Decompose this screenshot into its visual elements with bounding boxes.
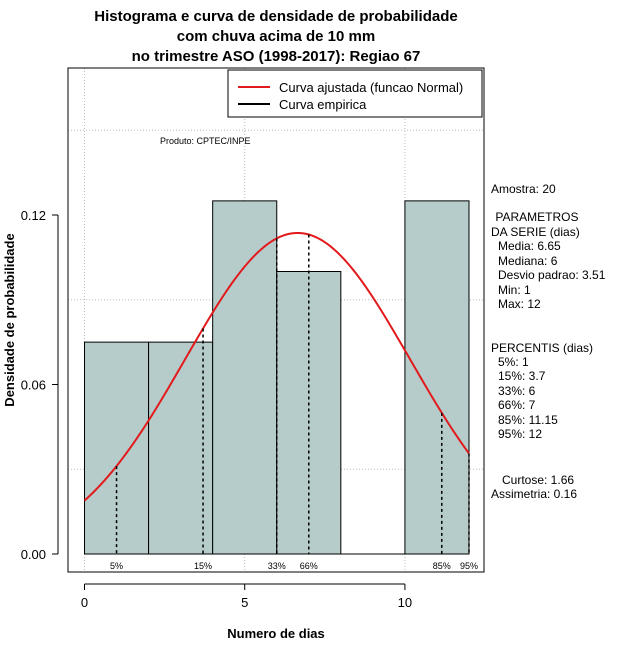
skewness-text: Assimetria: 0.16 <box>491 487 578 501</box>
x-tick-label-2: 10 <box>398 595 412 610</box>
sample-size-text: Amostra: 20 <box>491 182 556 196</box>
chart-title-line-1: com chuva acima de 10 mm <box>177 28 375 45</box>
kurtosis-text: Curtose: 1.66 <box>502 473 575 487</box>
histogram-bar-0 <box>84 341 150 555</box>
legend-label-1: Curva empirica <box>279 97 367 112</box>
product-annotation: Produto: CPTEC/INPE <box>160 136 251 146</box>
parameters-title: PARAMETROS <box>492 210 579 224</box>
param-mediana: Mediana: 6 <box>498 254 558 268</box>
percentile-label-2: 33% <box>268 561 286 571</box>
x-tick-label-1: 5 <box>241 595 248 610</box>
pct-33: 33%: 6 <box>498 384 536 398</box>
pct-15: 15%: 3.7 <box>498 369 546 383</box>
histogram-bar-2 <box>212 200 278 555</box>
x-tick-label-0: 0 <box>81 595 88 610</box>
percentiles-title: PERCENTIS (dias) <box>491 341 594 355</box>
chart-title-line-2: no trimestre ASO (1998-2017): Regiao 67 <box>132 48 421 65</box>
normal-curve <box>83 231 470 502</box>
param-max: Max: 12 <box>498 297 541 311</box>
y-tick-label-2: 0.12 <box>21 208 46 223</box>
legend-box <box>227 69 483 118</box>
percentile-label-4: 85% <box>433 561 451 571</box>
pct-5: 5%: 1 <box>498 355 529 369</box>
legend-label-0: Curva ajustada (funcao Normal) <box>279 80 463 95</box>
percentile-label-5: 95% <box>460 561 478 571</box>
param-desvio: Desvio padrao: 3.51 <box>498 268 606 282</box>
plot-frame <box>67 67 485 573</box>
x-axis-label: Numero de dias <box>227 626 325 641</box>
pct-85: 85%: 11.15 <box>498 413 558 427</box>
param-media: Media: 6.65 <box>498 239 561 253</box>
pct-95: 95%: 12 <box>498 427 543 441</box>
y-tick-label-0: 0.00 <box>21 547 46 562</box>
chart-title-line-0: Histograma e curva de densidade de proba… <box>94 8 457 25</box>
pct-66: 66%: 7 <box>498 398 536 412</box>
parameters-subtitle: DA SERIE (dias) <box>491 225 580 239</box>
y-tick-label-1: 0.06 <box>21 378 46 393</box>
percentile-label-1: 15% <box>194 561 212 571</box>
percentile-label-0: 5% <box>110 561 123 571</box>
param-min: Min: 1 <box>498 283 531 297</box>
percentile-label-3: 66% <box>300 561 318 571</box>
histogram-bar-4 <box>404 200 470 555</box>
y-axis-label: Densidade de probabilidade <box>2 233 17 406</box>
